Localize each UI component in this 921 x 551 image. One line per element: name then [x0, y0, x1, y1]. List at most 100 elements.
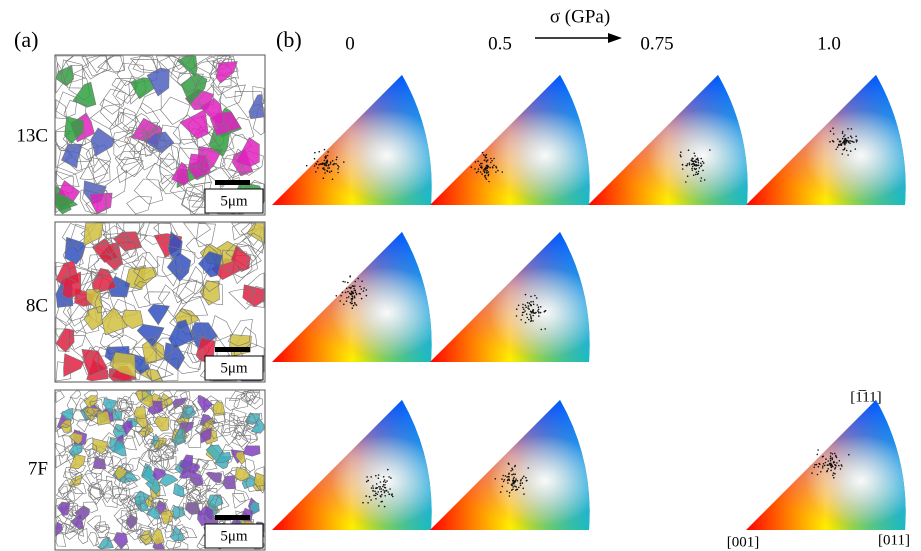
orientation-point: [695, 161, 697, 163]
orientation-point: [526, 313, 528, 315]
figure: (a) (b) σ (GPa) 0 0.5 0.75 1.0 13C 8C 7F…: [0, 0, 921, 551]
orientation-point: [839, 460, 841, 462]
orientation-point: [370, 476, 372, 478]
orientation-point: [353, 288, 355, 290]
orientation-point: [523, 308, 525, 310]
orientation-point: [694, 155, 696, 157]
scale-label: 5μm: [220, 360, 248, 376]
orientation-point: [349, 292, 351, 294]
orientation-point: [830, 130, 832, 132]
orientation-point: [827, 470, 829, 472]
orientation-point: [340, 295, 342, 297]
orientation-point: [513, 478, 515, 480]
orientation-point: [357, 278, 359, 280]
row-label: 7F: [28, 458, 48, 479]
orientation-point: [361, 280, 363, 282]
orientation-point: [518, 487, 520, 489]
orientation-point: [529, 314, 531, 316]
orientation-point: [326, 161, 328, 163]
orientation-point: [375, 498, 377, 500]
orientation-point: [477, 161, 479, 163]
orientation-point: [829, 141, 831, 143]
orientation-point: [843, 136, 845, 138]
orientation-point: [847, 137, 849, 139]
orientation-point: [319, 163, 321, 165]
orientation-point: [855, 148, 857, 150]
orientation-point: [833, 133, 835, 135]
orientation-point: [525, 477, 527, 479]
orientation-point: [530, 311, 532, 313]
orientation-point: [511, 474, 513, 476]
orientation-point: [822, 465, 824, 467]
orientation-point: [842, 131, 844, 133]
orientation-point: [513, 477, 515, 479]
corner-label: [011]: [878, 532, 910, 548]
pole-figure: [746, 400, 906, 530]
orientation-point: [484, 155, 486, 157]
orientation-point: [680, 151, 682, 153]
orientation-point: [697, 158, 699, 160]
orientation-point: [382, 486, 384, 488]
orientation-point: [698, 162, 700, 164]
orientation-point: [506, 476, 508, 478]
orientation-point: [527, 307, 529, 309]
orientation-point: [511, 484, 513, 486]
orientation-point: [837, 138, 839, 140]
orientation-point: [817, 449, 819, 451]
orientation-point: [516, 315, 518, 317]
orientation-point: [351, 303, 353, 305]
orientation-point: [495, 478, 497, 480]
orientation-point: [326, 170, 328, 172]
orientation-point: [685, 165, 687, 167]
orientation-point: [315, 163, 317, 165]
orientation-point: [509, 495, 511, 497]
orientation-point: [840, 468, 842, 470]
orientation-point: [687, 175, 689, 177]
orientation-point: [493, 165, 495, 167]
orientation-point: [528, 305, 530, 307]
orientation-point: [814, 464, 816, 466]
orientation-point: [523, 493, 525, 495]
orientation-point: [680, 156, 682, 158]
orientation-point: [349, 276, 351, 278]
orientation-point: [832, 140, 834, 142]
orientation-point: [377, 494, 379, 496]
orientation-point: [346, 297, 348, 299]
orientation-point: [535, 312, 537, 314]
orientation-point: [501, 478, 503, 480]
pole-figure-triangle: [746, 75, 906, 205]
scale-bar: [215, 180, 250, 185]
axis-label: σ (GPa): [550, 6, 610, 27]
pole-figure: [272, 232, 432, 362]
orientation-point: [851, 128, 853, 130]
orientation-point: [485, 177, 487, 179]
orientation-point: [306, 165, 308, 167]
orientation-point: [518, 305, 520, 307]
pole-figure-triangle: [272, 75, 432, 205]
orientation-point: [529, 302, 531, 304]
orientation-point: [527, 317, 529, 319]
orientation-point: [530, 304, 532, 306]
orientation-point: [682, 164, 684, 166]
orientation-point: [844, 144, 846, 146]
orientation-point: [362, 502, 364, 504]
orientation-point: [378, 477, 380, 479]
orientation-point: [693, 164, 695, 166]
orientation-point: [382, 489, 384, 491]
orientation-point: [514, 465, 516, 467]
orientation-point: [698, 171, 700, 173]
orientation-point: [380, 486, 382, 488]
orientation-point: [314, 158, 316, 160]
orientation-point: [377, 491, 379, 493]
orientation-point: [527, 467, 529, 469]
orientation-point: [520, 482, 522, 484]
orientation-point: [328, 164, 330, 166]
orientation-point: [314, 152, 316, 154]
orientation-point: [373, 495, 375, 497]
orientation-point: [525, 305, 527, 307]
orientation-point: [375, 475, 377, 477]
orientation-point: [701, 177, 703, 179]
orientation-point: [837, 146, 839, 148]
orientation-point: [685, 181, 687, 183]
orientation-point: [482, 152, 484, 154]
